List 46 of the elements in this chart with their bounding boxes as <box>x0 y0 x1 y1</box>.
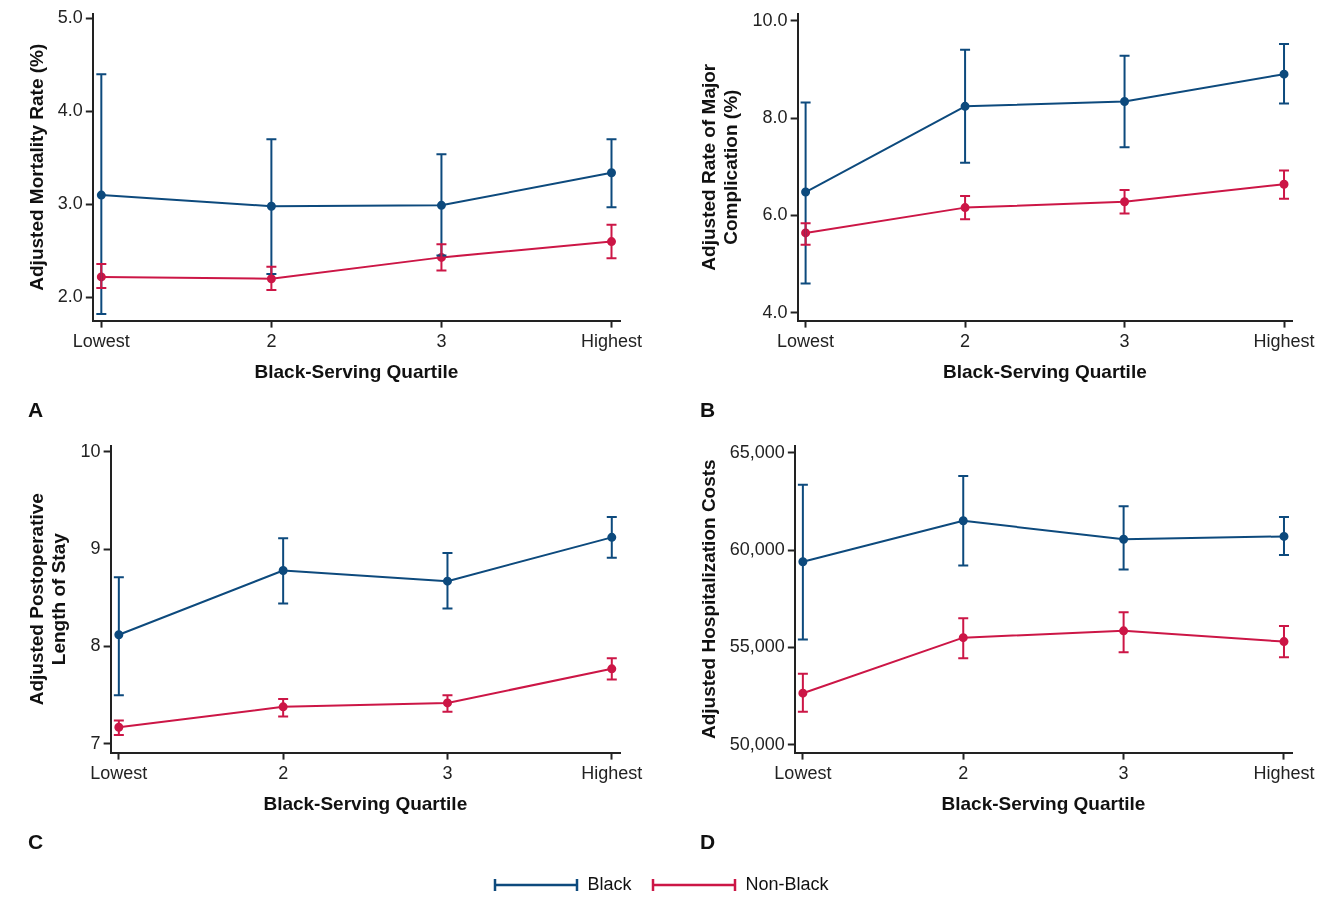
y-axis-title: Adjusted Postoperative Length of Stay <box>25 493 70 706</box>
text: C <box>28 830 44 854</box>
y-tick-label: 65,000 <box>729 441 785 462</box>
y-tick-label: 3.0 <box>57 193 83 214</box>
y-tick-label: 4.0 <box>762 301 788 322</box>
y-axis-title: Adjusted Mortality Rate (%) <box>25 43 47 291</box>
legend-label: Non-Black <box>745 874 829 895</box>
x-tick-label: Lowest <box>72 331 130 352</box>
x-tick-label: 3 <box>442 763 453 784</box>
y-axis-title: Adjusted Rate of Major Complication (%) <box>697 63 742 271</box>
text: D <box>700 830 716 854</box>
y-tick-label: 4.0 <box>57 100 83 121</box>
x-tick-label: Lowest <box>774 763 832 784</box>
x-tick-label: Lowest <box>777 331 835 352</box>
x-axis-title: Black-Serving Quartile <box>941 792 1146 814</box>
y-tick-label: 8 <box>90 635 101 656</box>
x-tick-label: Highest <box>1253 331 1315 352</box>
x-tick-label: 2 <box>960 331 971 352</box>
x-tick-label: 3 <box>1119 331 1130 352</box>
x-tick-label: Lowest <box>90 763 148 784</box>
y-tick-label: 6.0 <box>762 204 788 225</box>
x-tick-label: Highest <box>580 331 643 352</box>
x-tick-label: Highest <box>581 763 643 784</box>
legend-label: Black <box>587 874 632 895</box>
y-tick-label: 55,000 <box>729 636 785 657</box>
y-tick-label: 9 <box>90 538 101 559</box>
y-tick-label: 8.0 <box>762 106 788 127</box>
y-tick-label: 5.0 <box>57 7 83 28</box>
y-axis-title: Adjusted Hospitalization Costs <box>697 459 719 740</box>
x-tick-label: 3 <box>1118 763 1129 784</box>
text: B <box>700 398 716 422</box>
x-tick-label: 3 <box>436 331 447 352</box>
y-tick-label: 2.0 <box>57 286 83 307</box>
x-tick-label: 2 <box>958 763 969 784</box>
text: A <box>28 398 44 422</box>
x-tick-label: Highest <box>1253 763 1315 784</box>
y-tick-label: 10.0 <box>752 9 788 30</box>
x-axis-title: Black-Serving Quartile <box>254 360 459 382</box>
x-axis-title: Black-Serving Quartile <box>263 792 468 814</box>
y-tick-label: 50,000 <box>729 733 785 754</box>
x-axis-title: Black-Serving Quartile <box>942 360 1147 382</box>
x-tick-label: 2 <box>278 763 289 784</box>
x-tick-label: 2 <box>266 331 277 352</box>
y-tick-label: 10 <box>80 440 101 461</box>
y-tick-label: 60,000 <box>729 538 785 559</box>
y-tick-label: 7 <box>90 732 101 753</box>
